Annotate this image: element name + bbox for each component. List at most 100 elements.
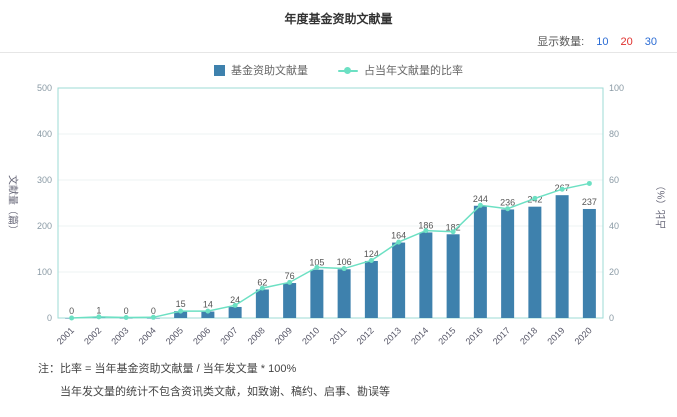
bar: [310, 269, 324, 318]
x-axis-tick-label: 2005: [164, 325, 185, 346]
bar-value-label: 62: [257, 277, 267, 287]
ratio-line-dot: [368, 258, 374, 263]
x-axis-tick-label: 2010: [300, 325, 321, 346]
x-axis-tick-label: 2015: [436, 325, 457, 346]
x-axis-tick-label: 2007: [218, 325, 239, 346]
ratio-line: [71, 182, 590, 319]
bar-value-label: 182: [446, 222, 461, 232]
x-axis-tick-label: 2017: [491, 325, 512, 346]
x-axis-tick-label: 2014: [409, 325, 430, 346]
display-count-option-30[interactable]: 30: [644, 36, 657, 48]
bar: [228, 306, 242, 318]
left-axis-tick-label: 200: [37, 221, 52, 231]
bar: [555, 195, 569, 318]
bar-value-label: 76: [285, 271, 295, 281]
ratio-line-dot: [178, 308, 184, 314]
bar: [337, 269, 351, 318]
right-axis-tick-label: 100: [609, 83, 624, 93]
ratio-line-dot: [232, 302, 238, 308]
bar: [446, 234, 460, 318]
bar: [473, 205, 487, 318]
ratio-line-dot: [450, 229, 456, 235]
x-axis-tick-label: 2019: [545, 325, 566, 346]
x-axis-tick-label: 2013: [382, 325, 403, 346]
left-axis-tick-label: 300: [37, 175, 52, 185]
line-legend-dot: [344, 66, 351, 74]
x-axis-tick-label: 2003: [109, 325, 130, 346]
bar: [255, 289, 269, 318]
bar: [364, 260, 378, 318]
display-count-option-10[interactable]: 10: [596, 36, 609, 48]
right-axis-tick-label: 80: [609, 129, 619, 139]
bar-value-label: 236: [500, 197, 515, 207]
ratio-line-dot: [477, 202, 483, 208]
bar-value-label: 14: [203, 300, 213, 310]
x-axis-tick-label: 2001: [55, 325, 76, 346]
x-axis-tick-label: 2012: [355, 325, 376, 346]
left-axis-tick-label: 400: [37, 129, 52, 139]
ratio-line-dot: [396, 239, 402, 245]
display-count-label: 显示数量:: [537, 36, 585, 48]
legend-item-line-series[interactable]: 占当年文献量的比率: [338, 62, 463, 78]
page-title: 年度基金资助文献量: [284, 12, 393, 26]
ratio-line-dot: [150, 314, 156, 320]
ratio-line-dot: [341, 266, 347, 272]
chart-legend: 基金资助文献量 占当年文献量的比率: [0, 62, 677, 78]
bar-legend-swatch: [214, 64, 225, 76]
ratio-line-dot: [287, 279, 293, 285]
bar: [528, 206, 542, 318]
bar-value-label: 237: [582, 197, 597, 207]
x-axis-tick-label: 2009: [273, 325, 294, 346]
bar-value-label: 0: [124, 306, 129, 316]
ratio-line-dot: [96, 314, 102, 320]
footnotes: 注：比率 = 当年基金资助文献量 / 当年发文量 * 100% 当年发文量的统计…: [38, 358, 390, 404]
bar: [392, 242, 406, 318]
right-axis-tick-label: 20: [609, 267, 619, 277]
bar-legend-label: 基金资助文献量: [231, 65, 308, 77]
left-axis-tick-label: 100: [37, 267, 52, 277]
bar: [283, 283, 297, 318]
right-axis-tick-label: 40: [609, 221, 619, 231]
bar-value-label: 15: [176, 299, 186, 309]
ratio-line-dot: [205, 308, 211, 314]
left-axis-title: 文献量（篇）: [6, 175, 18, 235]
x-axis-tick-label: 2002: [82, 325, 103, 346]
bar-value-label: 0: [69, 306, 74, 316]
bar-value-label: 1: [96, 306, 101, 316]
right-axis-tick-label: 60: [609, 175, 619, 185]
plot-border: [57, 87, 604, 319]
bar-value-label: 124: [364, 249, 379, 259]
ratio-line-dot: [532, 195, 538, 201]
bar: [501, 209, 515, 318]
line-legend-swatch: [338, 65, 358, 76]
display-count-option-20[interactable]: 20: [620, 36, 633, 48]
right-axis-title: 占比（%）: [656, 180, 668, 230]
bar: [419, 232, 433, 318]
right-axis-tick-label: 0: [609, 313, 614, 323]
bar-value-label: 0: [151, 306, 156, 316]
header-divider: [0, 52, 677, 53]
line-legend-label: 占当年文献量的比率: [364, 65, 463, 77]
bar-value-label: 24: [230, 295, 240, 305]
x-axis-tick-label: 2008: [246, 325, 267, 346]
footnote-exclusions: 当年发文量的统计不包含资讯类文献，如致谢、稿约、启事、勘误等: [60, 386, 390, 398]
ratio-line-dot: [505, 206, 511, 212]
bar-value-label: 186: [418, 220, 433, 230]
display-count-control: 显示数量: 10 20 30: [537, 33, 657, 49]
left-axis-tick-label: 0: [47, 313, 52, 323]
bar-value-label: 244: [473, 194, 488, 204]
x-axis-tick-label: 2006: [191, 325, 212, 346]
legend-item-bar-series[interactable]: 基金资助文献量: [214, 62, 308, 78]
ratio-line-dot: [69, 315, 75, 321]
ratio-line-dot: [314, 264, 320, 270]
x-axis-tick-label: 2018: [518, 325, 539, 346]
ratio-line-dot: [586, 180, 592, 186]
ratio-line-dot: [123, 315, 129, 321]
bar-value-label: 164: [391, 231, 406, 241]
x-axis-tick-label: 2011: [328, 325, 349, 346]
footnote-ratio-formula: 注：比率 = 当年基金资助文献量 / 当年发文量 * 100%: [38, 363, 297, 375]
bar: [582, 208, 596, 318]
ratio-line-dot: [559, 186, 565, 192]
